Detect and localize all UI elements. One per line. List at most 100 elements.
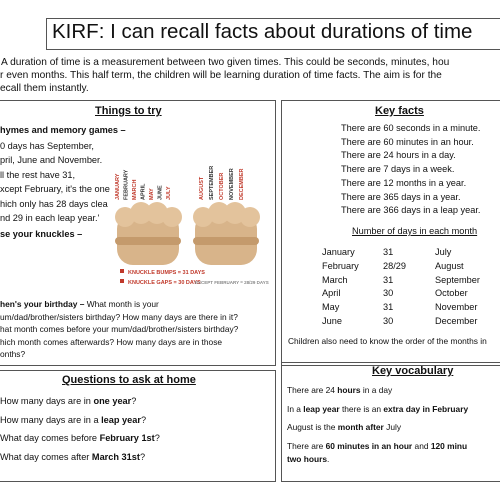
table-cell: August (435, 260, 464, 271)
legend-swatch (120, 269, 124, 273)
table-cell: June (322, 316, 342, 326)
text: How many days are in (0, 396, 94, 406)
section-title: Key vocabulary (372, 365, 454, 377)
bold-text: extra day in February (383, 404, 469, 414)
bold-text: one year (93, 396, 132, 406)
subheading: hymes and memory games – (0, 125, 126, 135)
footer-note: Children also need to know the order of … (288, 336, 487, 346)
rhyme-line: hich only has 28 days clea (0, 198, 108, 209)
knuckle-label: JUNE (158, 185, 164, 200)
text: What month is your (84, 299, 159, 309)
bold-text: leap year (303, 404, 340, 414)
table-cell: December (435, 316, 478, 326)
rhyme-line: nd 29 in each leap year.' (0, 213, 100, 223)
bold-text: February 1st (99, 433, 155, 443)
bold-text: 60 minutes in an hour (325, 441, 413, 451)
question: How many days are in one year? (0, 396, 136, 406)
right-fist (193, 202, 260, 265)
birthday-line: onths? (0, 349, 25, 359)
text: ? (154, 433, 160, 443)
bold-text: 120 minu (430, 441, 468, 451)
knuckle-label: FEBRUARY (124, 169, 130, 200)
text: hat month comes before your mum/dad/brot… (0, 324, 239, 334)
intro-line: ecall them instantly. (0, 83, 89, 94)
table-cell: 30 (383, 316, 394, 326)
text: hich month comes afterwards? How many da… (0, 336, 223, 347)
knuckle-label: APRIL (141, 183, 147, 200)
table-cell: May (322, 302, 340, 313)
fact: There are 7 days in a week. (341, 164, 455, 175)
bold-text: month after (337, 422, 384, 432)
fact: There are 24 hours in a day. (341, 150, 456, 161)
text: ? (140, 414, 147, 425)
legend-swatch (120, 279, 124, 283)
knuckle-label: AUGUST (199, 176, 205, 200)
text: What day comes after (0, 451, 92, 462)
title-frame (46, 18, 500, 50)
knuckle-label: MAY (149, 188, 155, 200)
knuckle-label: KNUCKLE GAPS = 30 DAYS (128, 280, 201, 286)
text: How many days are in a (0, 414, 102, 425)
questions-box (0, 370, 276, 482)
fact: There are 60 minutes in an hour. (341, 136, 474, 147)
vocab-line: There are 60 minutes in an hour and 120 … (287, 441, 467, 451)
knuckle-label: OCTOBER (219, 173, 225, 200)
rhyme-line: 0 days has September, (0, 141, 94, 151)
vocab-line: August is the month after July (287, 422, 401, 432)
subheading: se your knuckles – (0, 229, 83, 239)
text: in a day (360, 385, 393, 395)
text: In a (287, 404, 304, 414)
text: There are 24 (287, 385, 338, 395)
knuckle-label: MARCH (132, 180, 138, 200)
text: onths? (0, 349, 26, 359)
section-title: Questions to ask at home (62, 374, 196, 386)
text: What day comes before (0, 433, 100, 443)
rhyme-line: xcept February, it's the one (0, 184, 110, 195)
question: How many days are in a leap year? (0, 415, 146, 425)
page-title: KIRF: I can recall facts about durations… (52, 20, 473, 43)
rhyme-line: ll the rest have 31, (0, 169, 76, 180)
knuckle-label: EXCEPT FEBRUARY = 28/29 DAYS (195, 280, 269, 285)
text: there is an (339, 404, 384, 414)
fact: There are 60 seconds in a minute. (341, 123, 481, 133)
bold-text: hours (337, 385, 361, 395)
rhyme-line: pril, June and November. (0, 155, 103, 166)
fact: There are 12 months in a year. (341, 177, 467, 188)
birthday-line: hen's your birthday – What month is your (0, 299, 159, 309)
table-cell: 31 (383, 302, 394, 313)
table-cell: 30 (383, 288, 394, 299)
text: . (327, 453, 330, 464)
bold-text: two hours (287, 453, 328, 464)
knuckle-label: KNUCKLE BUMPS = 31 DAYS (128, 270, 205, 276)
text: August is the (287, 422, 338, 432)
vocab-box (281, 362, 500, 482)
table-cell: March (322, 274, 348, 285)
bold-text: March 31st (91, 451, 140, 462)
table-cell: September (435, 274, 480, 285)
table-cell: July (435, 247, 452, 257)
text: There are (287, 441, 326, 451)
text: ? (131, 396, 137, 406)
things-box (0, 100, 276, 366)
intro-line: r even months. This half term, the child… (0, 70, 442, 81)
fact: There are 365 days in a year. (341, 191, 461, 202)
intro-line: A duration of time is a measurement betw… (1, 57, 450, 68)
table-cell: 31 (383, 247, 394, 257)
section-title: Key facts (375, 105, 424, 117)
vocab-line: There are 24 hours in a day (287, 385, 392, 395)
question: What day comes after March 31st? (0, 452, 145, 462)
vocab-line: two hours. (287, 454, 329, 464)
table-cell: 28/29 (383, 260, 406, 271)
bold-text: hen's your birthday – (0, 299, 85, 309)
knuckle-label: JANUARY (115, 173, 121, 200)
table-cell: 31 (383, 274, 394, 285)
facts-box (281, 100, 500, 366)
knuckle-label: NOVEMBER (229, 168, 235, 200)
knuckle-label: SEPTEMBER (209, 166, 215, 200)
question: What day comes before February 1st? (0, 433, 160, 443)
fact: There are 366 days in a leap year. (341, 205, 481, 216)
table-title: Number of days in each month (352, 226, 478, 236)
knuckles-image: JANUARY FEBRUARY MARCH APRIL MAY JUNE JULY AUGU… (115, 166, 269, 286)
birthday-line: hat month comes before your mum/dad/brot… (0, 324, 238, 334)
